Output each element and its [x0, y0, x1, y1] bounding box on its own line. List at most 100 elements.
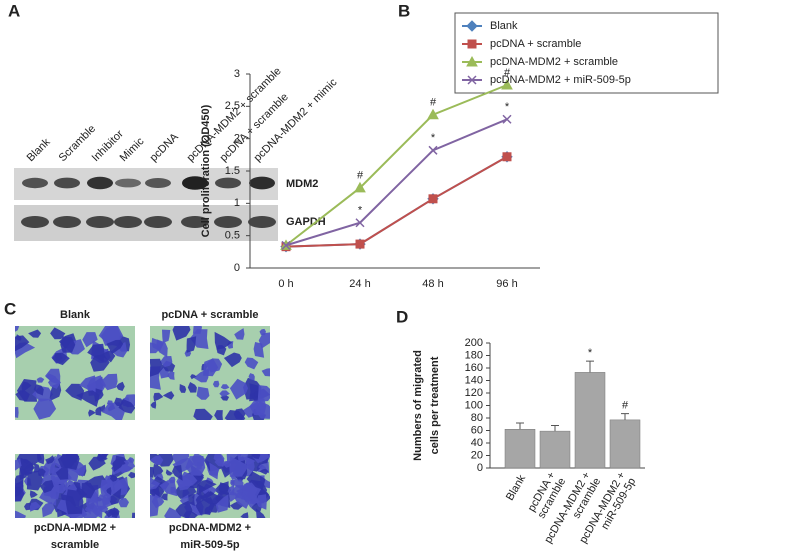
cell	[162, 391, 175, 400]
cell	[104, 507, 116, 518]
cell	[151, 337, 164, 352]
cell	[168, 476, 176, 484]
cell	[190, 374, 197, 380]
cell	[88, 409, 96, 417]
y-tick-label: 80	[471, 412, 483, 424]
cell	[28, 329, 42, 338]
micrograph	[150, 326, 270, 420]
x-tick-label: 24 h	[349, 278, 370, 290]
cell	[204, 506, 211, 515]
cell	[118, 498, 129, 508]
marker	[355, 218, 365, 228]
cell	[234, 492, 252, 509]
error-bar	[586, 360, 594, 373]
x-tick-label: 48 h	[422, 278, 443, 290]
cell	[251, 454, 261, 460]
cell	[101, 493, 111, 507]
y-tick-label: 120	[465, 387, 483, 399]
y-tick-label: 0.5	[225, 230, 240, 242]
cell	[131, 512, 135, 518]
micrograph-label: miR-509-5p	[180, 539, 240, 551]
cell	[237, 454, 249, 462]
cell	[248, 373, 255, 381]
bar	[574, 372, 606, 469]
cell	[33, 384, 44, 396]
significance-label: *	[431, 132, 436, 144]
cell	[15, 458, 22, 471]
cell	[150, 476, 161, 490]
band	[86, 216, 114, 228]
cell	[159, 356, 173, 367]
y-tick-label: 20	[471, 449, 483, 461]
series-line	[285, 118, 508, 247]
series-line	[285, 84, 508, 247]
cell	[223, 352, 242, 368]
cell	[106, 400, 113, 406]
cell	[257, 385, 270, 403]
cell	[55, 466, 69, 480]
cell	[256, 494, 267, 510]
cell	[179, 384, 187, 393]
band	[114, 216, 142, 228]
cell	[15, 390, 30, 402]
cell	[175, 500, 193, 518]
cell	[162, 329, 171, 343]
cell	[212, 380, 220, 388]
cell	[214, 410, 223, 420]
cell	[150, 466, 155, 478]
cell	[172, 454, 190, 467]
cell	[39, 487, 57, 506]
band	[53, 216, 81, 228]
cell	[57, 454, 77, 468]
cell	[120, 464, 131, 473]
cell	[193, 408, 213, 420]
band	[22, 177, 48, 189]
band	[182, 176, 208, 190]
micrograph	[15, 326, 135, 420]
cell	[150, 358, 164, 377]
cell	[214, 331, 233, 350]
cell	[229, 378, 249, 400]
cell	[160, 493, 168, 501]
cell	[95, 406, 102, 416]
cell	[33, 463, 40, 473]
cell	[245, 456, 256, 466]
cell	[170, 486, 176, 494]
cell	[127, 457, 135, 463]
series-line	[285, 155, 508, 248]
panel-letter: D	[396, 307, 408, 326]
y-tick-label: 60	[471, 424, 483, 436]
cell	[15, 407, 19, 418]
cell	[19, 467, 29, 481]
cell	[54, 353, 63, 361]
band	[214, 216, 242, 228]
cell	[15, 479, 24, 498]
cell	[15, 510, 26, 518]
band	[115, 178, 141, 188]
micrograph-label: pcDNA-MDM2 +	[169, 522, 251, 534]
cell	[100, 373, 118, 391]
cell	[234, 328, 245, 340]
cell	[81, 482, 96, 499]
marker	[502, 152, 512, 162]
bar	[609, 419, 641, 469]
significance-label: *	[358, 205, 363, 217]
cell	[196, 386, 210, 400]
cell	[128, 471, 135, 479]
band	[181, 216, 209, 228]
marker	[354, 181, 366, 193]
y-tick-label: 2	[234, 133, 240, 145]
lane-label: Blank	[25, 136, 53, 164]
cell	[108, 488, 122, 505]
significance-label: *	[588, 347, 593, 359]
cell	[259, 468, 269, 475]
cell	[65, 489, 84, 515]
y-tick-label: 100	[465, 399, 483, 411]
cell	[172, 465, 183, 481]
cell	[261, 368, 270, 377]
significance-label: #	[504, 67, 511, 79]
micrograph	[150, 454, 270, 518]
cell	[29, 501, 41, 512]
band	[248, 216, 276, 228]
cell	[209, 462, 220, 476]
